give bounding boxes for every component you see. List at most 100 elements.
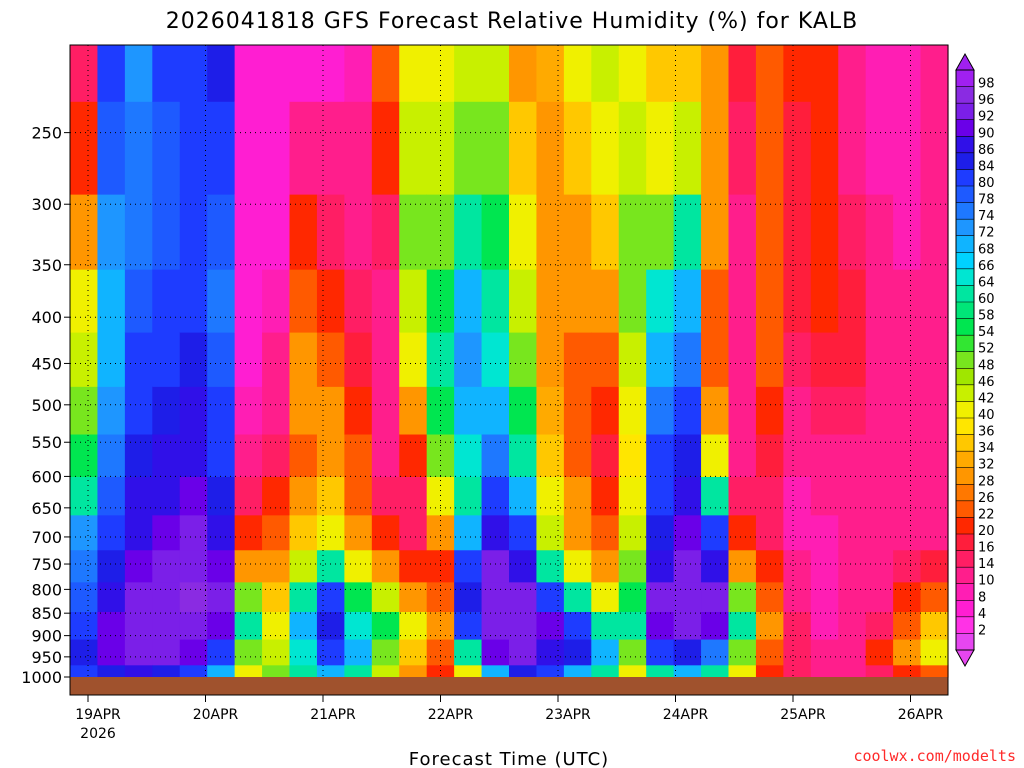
heatmap-cell [179, 476, 208, 516]
heatmap-cell [97, 194, 126, 270]
heatmap-cell [893, 638, 922, 666]
heatmap-cell [234, 269, 263, 333]
heatmap-cell [865, 476, 894, 516]
heatmap-cell [152, 514, 181, 551]
heatmap-cell [893, 514, 922, 551]
y-tick-label: 250 [31, 124, 62, 143]
heatmap-cell [563, 581, 592, 612]
heatmap-cell [399, 194, 428, 270]
heatmap-cell [70, 514, 99, 551]
heatmap-cell [316, 45, 345, 102]
heatmap-cell [646, 332, 675, 387]
heatmap-cell [262, 664, 291, 678]
colorbar-label: 2 [978, 623, 986, 638]
heatmap-cell [646, 549, 675, 583]
heatmap-cell [207, 476, 236, 516]
heatmap-cell [124, 386, 153, 435]
heatmap-cell [591, 194, 620, 270]
heatmap-cell [618, 269, 647, 333]
heatmap-cell [454, 638, 483, 666]
heatmap-cell [234, 664, 263, 678]
heatmap-cell [262, 269, 291, 333]
heatmap-cell [536, 581, 565, 612]
heatmap-cell [234, 433, 263, 477]
heatmap-cell [97, 638, 126, 666]
heatmap-cell [481, 101, 510, 195]
heatmap-cell [701, 269, 730, 333]
heatmap-cell [207, 664, 236, 678]
heatmap-cell [838, 332, 867, 387]
colorbar-swatch [956, 219, 974, 237]
heatmap-cell [344, 433, 373, 477]
credit-text: coolwx.com/modelts [853, 747, 1016, 765]
x-tick-label: 22APR [428, 707, 474, 723]
heatmap-cell [618, 581, 647, 612]
heatmap-cell [865, 514, 894, 551]
heatmap-cell [755, 476, 784, 516]
heatmap-cell [207, 549, 236, 583]
heatmap-cell [70, 269, 99, 333]
heatmap-cell [481, 638, 510, 666]
heatmap-cell [70, 332, 99, 387]
heatmap-cell [865, 664, 894, 678]
heatmap-cell [755, 45, 784, 102]
heatmap-cell [893, 611, 922, 640]
colorbar-label: 46 [978, 375, 995, 390]
heatmap-cell [509, 514, 538, 551]
heatmap-cell [646, 433, 675, 477]
heatmap-cell [70, 45, 99, 102]
heatmap-cell [124, 611, 153, 640]
heatmap-cell [673, 101, 702, 195]
heatmap-cell [289, 581, 318, 612]
heatmap-cell [810, 101, 839, 195]
heatmap-cell [591, 386, 620, 435]
heatmap-cell [207, 581, 236, 612]
heatmap-cell [481, 549, 510, 583]
heatmap-cell [207, 45, 236, 102]
heatmap-cell [701, 194, 730, 270]
heatmap-cell [399, 611, 428, 640]
heatmap-cell [783, 549, 812, 583]
colorbar-swatch [956, 500, 974, 518]
heatmap-cell [207, 332, 236, 387]
heatmap-cell [289, 269, 318, 333]
heatmap-cell [152, 332, 181, 387]
heatmap-cell [893, 194, 922, 270]
heatmap-cell [152, 664, 181, 678]
heatmap-cell [234, 194, 263, 270]
heatmap-cell [179, 514, 208, 551]
heatmap-cell [591, 514, 620, 551]
colorbar-label: 84 [978, 159, 995, 174]
heatmap-cell [262, 611, 291, 640]
heatmap-cell [70, 549, 99, 583]
heatmap-cell [701, 101, 730, 195]
heatmap-cell [755, 386, 784, 435]
heatmap-cell [371, 194, 400, 270]
heatmap-cell [893, 664, 922, 678]
heatmap-cell [481, 476, 510, 516]
heatmap-cell [179, 45, 208, 102]
colorbar-swatch [956, 86, 974, 104]
colorbar-label: 36 [978, 425, 995, 440]
colorbar-bottom-arrow [955, 649, 975, 668]
colorbar-label: 80 [978, 176, 995, 191]
heatmap-cell [316, 476, 345, 516]
heatmap-cell [454, 194, 483, 270]
colorbar-label: 14 [978, 557, 995, 572]
heatmap-cell [262, 45, 291, 102]
heatmap-cell [207, 386, 236, 435]
heatmap-cell [563, 194, 592, 270]
heatmap-cell [755, 611, 784, 640]
heatmap-cell [289, 45, 318, 102]
colorbar-label: 28 [978, 474, 995, 489]
heatmap-cell [701, 581, 730, 612]
colorbar-label: 92 [978, 110, 995, 125]
heatmap-cell [618, 664, 647, 678]
colorbar-swatch [956, 633, 974, 651]
heatmap-cell [371, 332, 400, 387]
heatmap-cell [399, 549, 428, 583]
heatmap-cell [838, 514, 867, 551]
colorbar-label: 4 [978, 607, 986, 622]
heatmap-cell [536, 476, 565, 516]
heatmap-cell [399, 433, 428, 477]
